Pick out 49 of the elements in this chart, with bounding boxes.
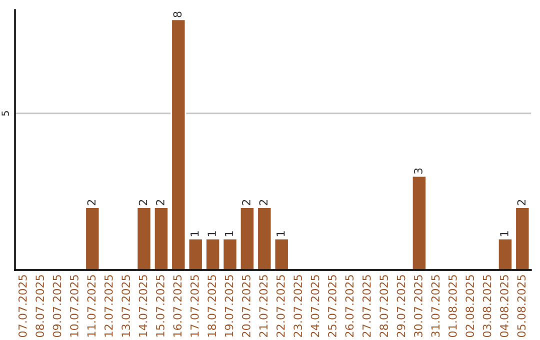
x-tick-label: 20.07.2025 [242, 275, 250, 337]
data-label: 2 [259, 200, 268, 206]
data-label: 8 [173, 12, 182, 18]
x-tick-label: 04.08.2025 [500, 275, 508, 338]
x-tick-label: 11.07.2025 [87, 275, 96, 337]
x-tick-label: 28.07.2025 [380, 275, 388, 337]
data-label: 2 [517, 200, 526, 206]
x-tick-label: 08.07.2025 [36, 275, 44, 338]
bar [411, 175, 427, 270]
x-tick-label: 22.07.2025 [276, 275, 285, 337]
x-tick-label: 10.07.2025 [70, 275, 78, 337]
x-tick-label: 19.07.2025 [224, 275, 234, 337]
x-tick-label: 17.07.2025 [190, 275, 199, 337]
x-tick-label: 26.07.2025 [345, 275, 354, 337]
x-tick-label: 31.07.2025 [431, 275, 440, 337]
bar [274, 238, 290, 270]
x-tick-label: 21.07.2025 [259, 275, 268, 337]
x-tick-label: 05.08.2025 [517, 275, 526, 338]
x-tick-label: 27.07.2025 [362, 275, 371, 337]
x-tick-label: 15.07.2025 [156, 275, 164, 337]
x-tick-label: 13.07.2025 [122, 275, 130, 337]
x-tick-label: 25.07.2025 [328, 275, 336, 337]
x-tick-label: 18.07.2025 [208, 275, 216, 337]
y-tick-label: 5 [2, 111, 9, 116]
x-tick-label: 29.07.2025 [396, 275, 406, 337]
data-label: 1 [208, 231, 216, 236]
bar [84, 206, 100, 270]
x-tick-label: 03.08.2025 [482, 275, 492, 338]
x-tick-label: 16.07.2025 [173, 275, 182, 337]
x-tick-label: 14.07.2025 [138, 275, 148, 337]
data-label: 1 [276, 231, 285, 236]
bar [222, 238, 238, 270]
x-tick-label: 12.07.2025 [104, 275, 113, 337]
x-tick-label: 01.08.2025 [448, 275, 457, 338]
x-tick-label: 02.08.2025 [466, 275, 474, 338]
data-label: 3 [414, 168, 422, 174]
data-label: 2 [87, 200, 96, 206]
bar [136, 206, 152, 270]
x-tick-label: 30.07.2025 [414, 275, 422, 337]
x-tick-label: 07.07.2025 [18, 275, 27, 338]
data-label: 2 [242, 200, 250, 206]
x-tick-label: 23.07.2025 [294, 275, 302, 337]
x-tick-label: 09.07.2025 [52, 275, 62, 338]
x-tick-label: 24.07.2025 [310, 275, 320, 337]
data-label: 2 [156, 200, 164, 206]
data-label: 1 [500, 231, 508, 236]
data-label: 1 [224, 231, 234, 236]
data-label: 1 [190, 231, 199, 236]
data-label: 2 [138, 200, 148, 206]
